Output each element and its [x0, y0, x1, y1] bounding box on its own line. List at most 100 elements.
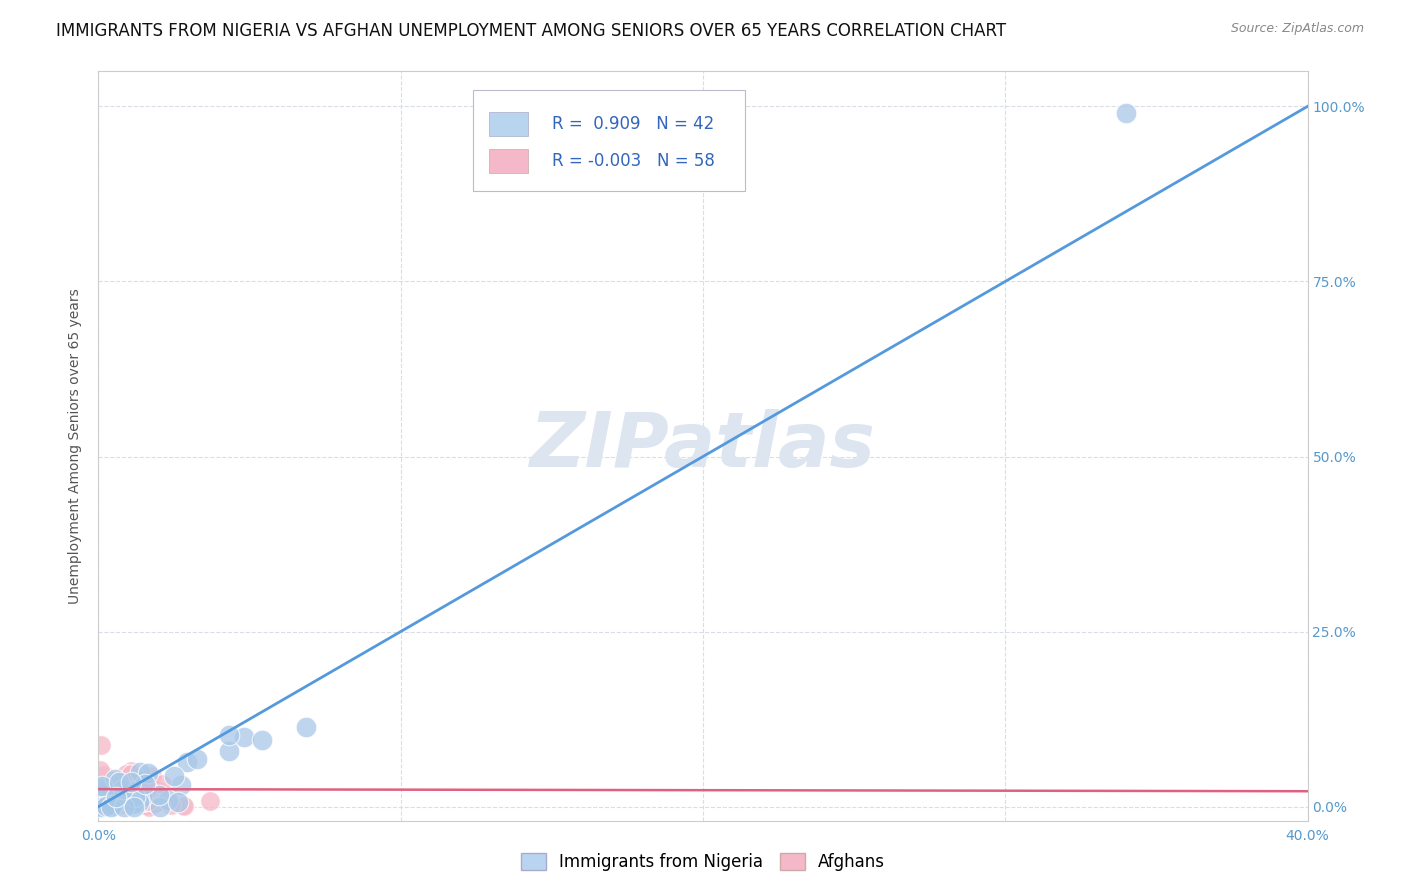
Point — [250, 732, 273, 747]
Point — [121, 797, 143, 812]
Point — [141, 769, 163, 783]
Point — [108, 775, 131, 789]
Point — [101, 797, 124, 812]
Point — [114, 787, 136, 801]
Point — [111, 796, 134, 810]
Point — [138, 799, 160, 814]
Point — [120, 784, 142, 798]
Point — [100, 799, 122, 814]
Point — [97, 784, 120, 798]
Point — [120, 775, 142, 789]
Point — [104, 772, 127, 787]
Point — [101, 796, 124, 810]
Point — [131, 774, 153, 789]
Point — [112, 790, 135, 805]
Point — [150, 790, 173, 805]
Point — [96, 798, 118, 813]
Point — [198, 794, 221, 808]
Point — [218, 744, 240, 758]
Point — [131, 789, 153, 804]
Point — [129, 765, 152, 780]
Point — [163, 769, 186, 783]
Point — [233, 731, 256, 745]
Text: R = -0.003   N = 58: R = -0.003 N = 58 — [551, 153, 714, 170]
Point — [149, 799, 172, 814]
Point — [87, 788, 110, 802]
Text: R =  0.909   N = 42: R = 0.909 N = 42 — [551, 115, 714, 133]
Point — [93, 789, 115, 803]
Point — [176, 756, 198, 770]
Point — [110, 797, 132, 811]
Point — [105, 790, 128, 805]
Point — [112, 782, 135, 797]
Point — [97, 797, 120, 811]
Point — [89, 786, 111, 800]
FancyBboxPatch shape — [489, 112, 527, 136]
Point — [120, 794, 142, 808]
Point — [94, 797, 117, 811]
Point — [1115, 106, 1137, 120]
Point — [93, 768, 115, 782]
Point — [97, 798, 120, 813]
Point — [115, 797, 138, 812]
FancyBboxPatch shape — [474, 90, 745, 191]
Point — [89, 797, 111, 812]
Point — [148, 788, 170, 802]
Point — [105, 797, 128, 811]
Point — [167, 795, 190, 809]
Point — [134, 777, 156, 791]
Legend: Immigrants from Nigeria, Afghans: Immigrants from Nigeria, Afghans — [513, 845, 893, 880]
Point — [89, 799, 111, 814]
Point — [150, 777, 173, 791]
Point — [105, 799, 128, 814]
Point — [136, 793, 159, 807]
Point — [121, 767, 143, 781]
Point — [172, 797, 194, 812]
Text: ZIPatlas: ZIPatlas — [530, 409, 876, 483]
Point — [135, 797, 157, 812]
Point — [125, 795, 148, 809]
Text: IMMIGRANTS FROM NIGERIA VS AFGHAN UNEMPLOYMENT AMONG SENIORS OVER 65 YEARS CORRE: IMMIGRANTS FROM NIGERIA VS AFGHAN UNEMPL… — [56, 22, 1007, 40]
Point — [139, 780, 162, 795]
Point — [93, 789, 115, 804]
Point — [111, 786, 134, 800]
Point — [295, 720, 318, 734]
Point — [94, 794, 117, 808]
Point — [135, 794, 157, 808]
Point — [160, 798, 183, 813]
Point — [90, 738, 112, 752]
Point — [89, 763, 111, 777]
Point — [91, 783, 114, 797]
Point — [157, 793, 180, 807]
Point — [107, 792, 129, 806]
Point — [91, 789, 114, 803]
Point — [89, 796, 111, 810]
Point — [120, 764, 142, 778]
Point — [90, 799, 112, 814]
Point — [91, 781, 114, 796]
Point — [112, 799, 135, 814]
Point — [125, 795, 148, 809]
Y-axis label: Unemployment Among Seniors over 65 years: Unemployment Among Seniors over 65 years — [67, 288, 82, 604]
Point — [100, 796, 122, 810]
Point — [115, 766, 138, 780]
Point — [118, 794, 141, 808]
Point — [104, 777, 127, 791]
Point — [100, 797, 122, 812]
FancyBboxPatch shape — [489, 149, 527, 173]
Point — [218, 728, 240, 742]
Point — [136, 782, 159, 797]
Point — [93, 790, 115, 805]
Point — [91, 779, 114, 793]
Point — [173, 799, 195, 814]
Point — [128, 795, 150, 809]
Point — [170, 779, 193, 793]
Point — [127, 792, 149, 806]
Point — [143, 796, 166, 810]
Point — [96, 799, 118, 814]
Text: Source: ZipAtlas.com: Source: ZipAtlas.com — [1230, 22, 1364, 36]
Point — [91, 793, 114, 807]
Point — [186, 752, 208, 766]
Point — [104, 773, 127, 788]
Point — [124, 789, 146, 804]
